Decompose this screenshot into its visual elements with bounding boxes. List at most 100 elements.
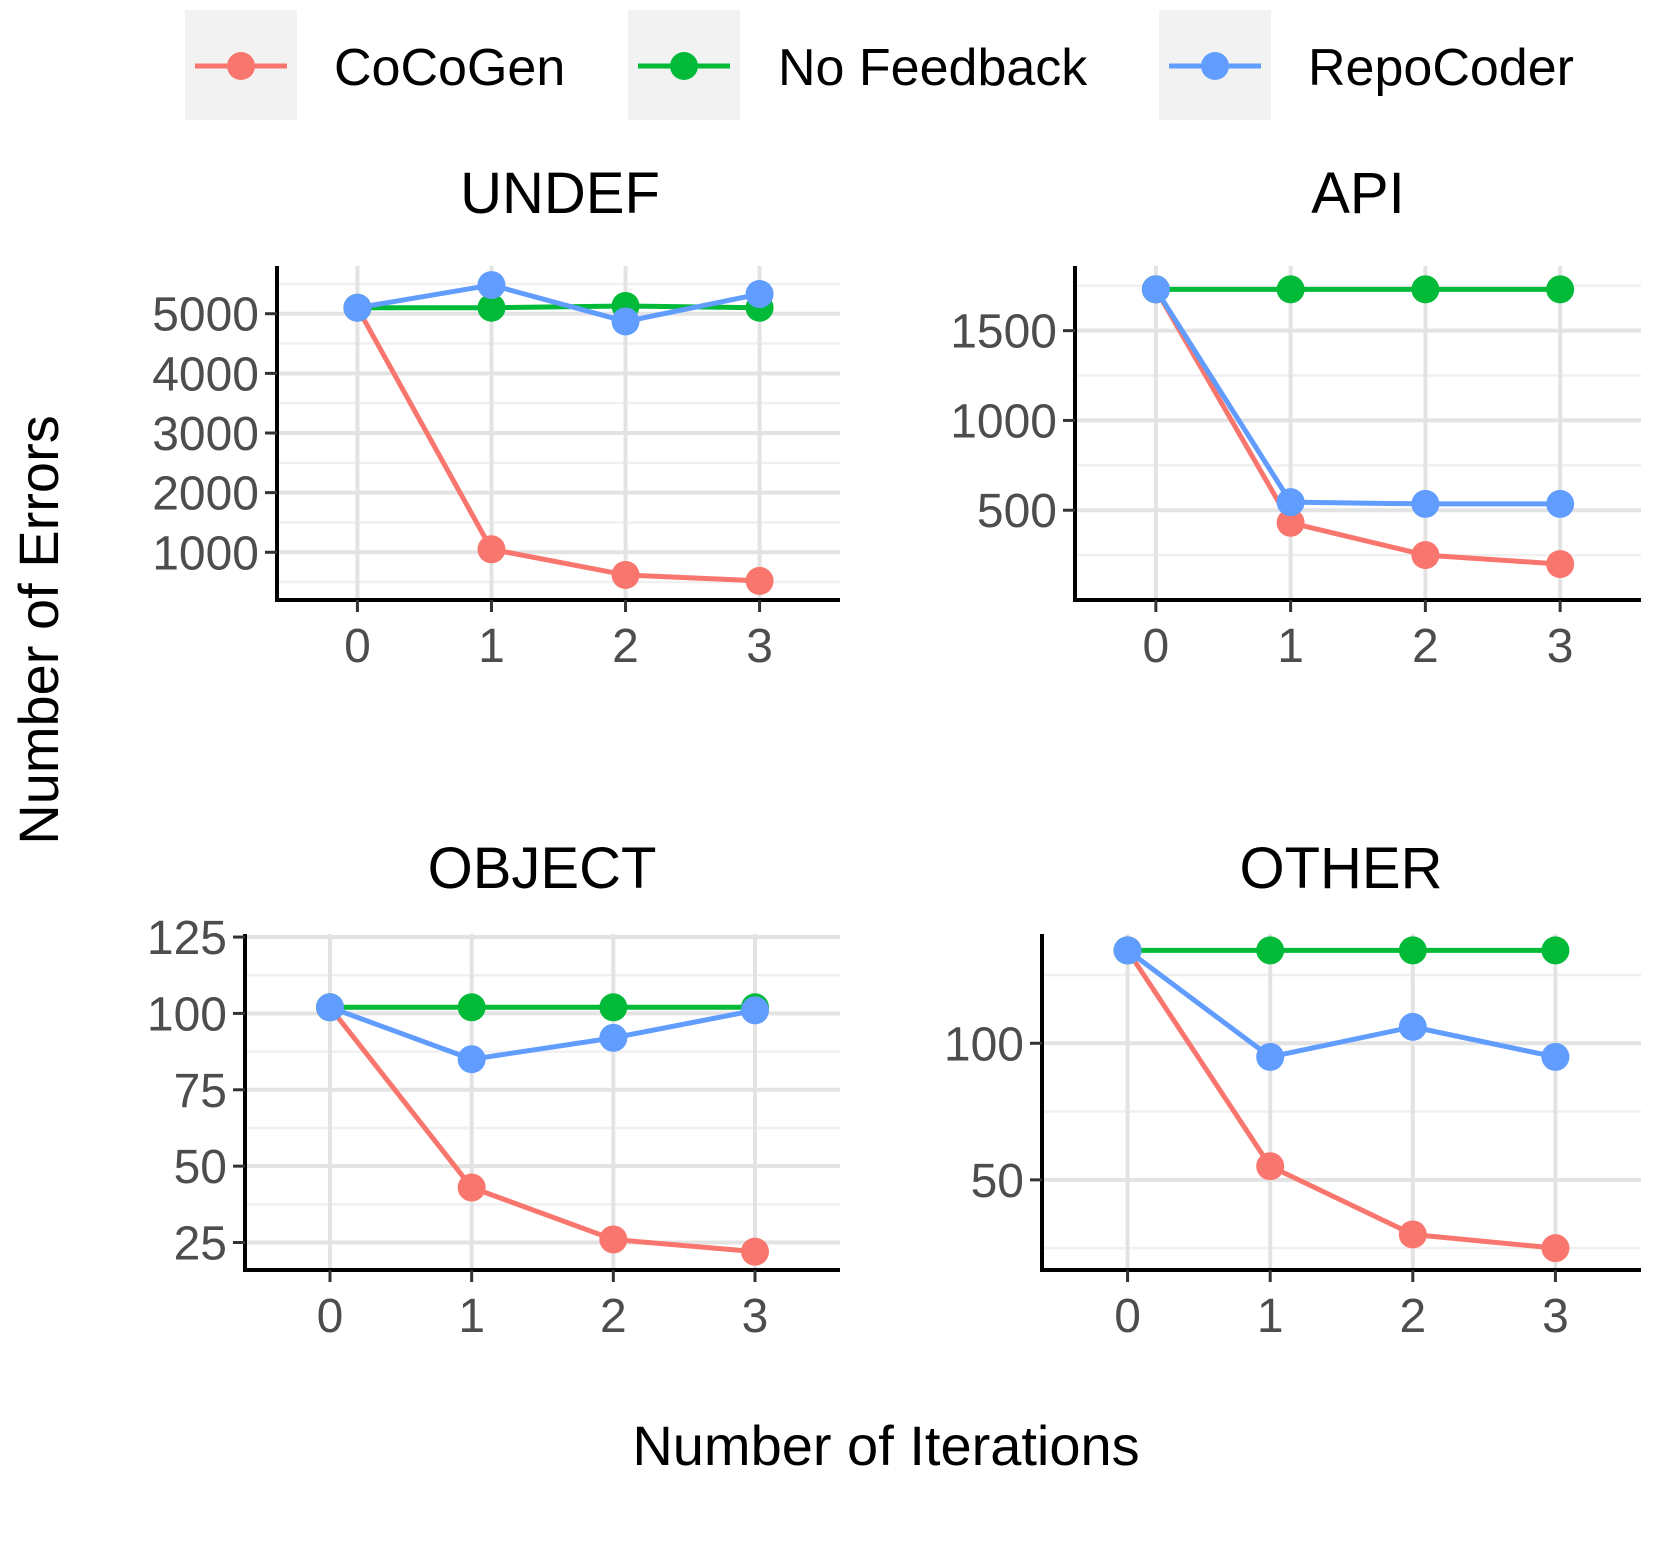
data-point [741, 996, 769, 1025]
y-tick-label: 50 [174, 1141, 227, 1194]
series-line [328, 1005, 756, 1255]
data-point [1411, 275, 1440, 304]
legend: CoCoGen No Feedback RepoCoder [185, 10, 1574, 120]
data-point [1113, 936, 1142, 965]
legend-item-repocoder: RepoCoder [1159, 10, 1574, 120]
y-tick-label: 5000 [152, 289, 259, 342]
data-point [1546, 550, 1575, 579]
data-point [343, 293, 372, 322]
panel-title: OBJECT [428, 836, 657, 901]
data-point [1256, 936, 1285, 965]
panel-api: 500 1000 1500 0 1 2 3 API [950, 161, 1641, 673]
data-point [1256, 1152, 1285, 1181]
series-line [1125, 949, 1556, 1251]
y-tick-label: 3000 [152, 408, 259, 461]
series-line [1153, 288, 1561, 567]
y-tick-label: 100 [944, 1018, 1024, 1071]
data-point [599, 993, 628, 1022]
series-repocoder [1141, 275, 1575, 518]
x-tick-label: 3 [1542, 1290, 1569, 1343]
data-point [1276, 488, 1305, 517]
panel-title: UNDEF [460, 161, 660, 226]
x-tick-label: 2 [612, 620, 639, 673]
data-point [1398, 1012, 1427, 1041]
panel-title: OTHER [1240, 836, 1443, 901]
data-point [477, 293, 506, 322]
data-point [745, 280, 774, 309]
data-point [1541, 1234, 1570, 1263]
series-line [1126, 948, 1556, 1060]
series-cocogen [1141, 275, 1575, 579]
data-point [611, 560, 640, 589]
data-point [1398, 936, 1427, 965]
x-tick-label: 2 [1412, 620, 1439, 673]
data-point [1546, 275, 1575, 304]
data-point [1541, 936, 1570, 965]
x-tick-label: 0 [1114, 1290, 1141, 1343]
x-tick-label: 3 [1547, 620, 1574, 673]
panel-other: 50 100 0 1 2 3 OTHER [944, 836, 1641, 1343]
y-tick-label: 100 [147, 988, 227, 1041]
data-point [477, 271, 506, 300]
series-line [1153, 288, 1561, 507]
legend-key-point [670, 52, 698, 80]
panel-object: 25 50 75 100 125 0 1 2 3 OBJECT [147, 836, 840, 1343]
y-axis-title: Number of Errors [7, 415, 70, 844]
series-line [329, 1004, 756, 1062]
y-tick-label: 1500 [950, 306, 1057, 359]
data-point [1398, 1220, 1427, 1249]
data-point [1546, 489, 1575, 518]
y-tick-label: 75 [174, 1065, 227, 1118]
x-tick-label: 2 [600, 1290, 627, 1343]
series-no-feedback [1113, 936, 1570, 965]
series-repocoder [343, 271, 774, 336]
x-tick-label: 1 [1277, 620, 1304, 673]
y-tick-label: 25 [174, 1218, 227, 1271]
legend-label: No Feedback [778, 39, 1088, 97]
series-cocogen [316, 993, 769, 1266]
legend-item-no-feedback: No Feedback [628, 10, 1088, 120]
series-repocoder [316, 993, 769, 1074]
legend-key-point [1201, 52, 1229, 80]
series-cocogen [343, 293, 774, 595]
legend-label: CoCoGen [334, 39, 565, 97]
series-no-feedback [316, 993, 769, 1022]
x-tick-label: 1 [478, 620, 505, 673]
data-point [599, 1225, 628, 1254]
data-point [599, 1023, 628, 1052]
x-tick-label: 1 [458, 1290, 485, 1343]
data-point [1276, 508, 1305, 537]
data-point [457, 1045, 486, 1074]
data-point [1411, 541, 1440, 570]
x-tick-label: 0 [317, 1290, 344, 1343]
data-point [316, 993, 344, 1022]
data-point [1141, 275, 1170, 304]
data-point [611, 307, 640, 336]
panel-undef: 1000 2000 3000 4000 5000 0 1 2 3 UNDEF [152, 161, 840, 673]
x-tick-label: 0 [1143, 620, 1170, 673]
series-no-feedback [1141, 275, 1575, 304]
x-tick-label: 0 [344, 620, 371, 673]
x-tick-label: 3 [746, 620, 773, 673]
y-tick-label: 500 [977, 485, 1057, 538]
series-cocogen [1113, 936, 1570, 1263]
data-point [1411, 489, 1440, 518]
legend-label: RepoCoder [1308, 39, 1574, 97]
data-point [457, 1173, 486, 1202]
x-tick-label: 3 [742, 1290, 769, 1343]
y-tick-label: 50 [971, 1155, 1024, 1208]
legend-key-point [227, 52, 255, 80]
y-tick-label: 1000 [152, 527, 259, 580]
data-point [477, 535, 506, 564]
series-line [357, 282, 761, 324]
data-point [1256, 1042, 1285, 1071]
series-line [355, 306, 760, 584]
series-repocoder [1113, 936, 1570, 1071]
x-tick-label: 2 [1399, 1290, 1426, 1343]
data-point [1276, 275, 1305, 304]
y-tick-label: 2000 [152, 468, 259, 521]
panel-title: API [1311, 161, 1405, 226]
x-tick-label: 1 [1257, 1290, 1284, 1343]
